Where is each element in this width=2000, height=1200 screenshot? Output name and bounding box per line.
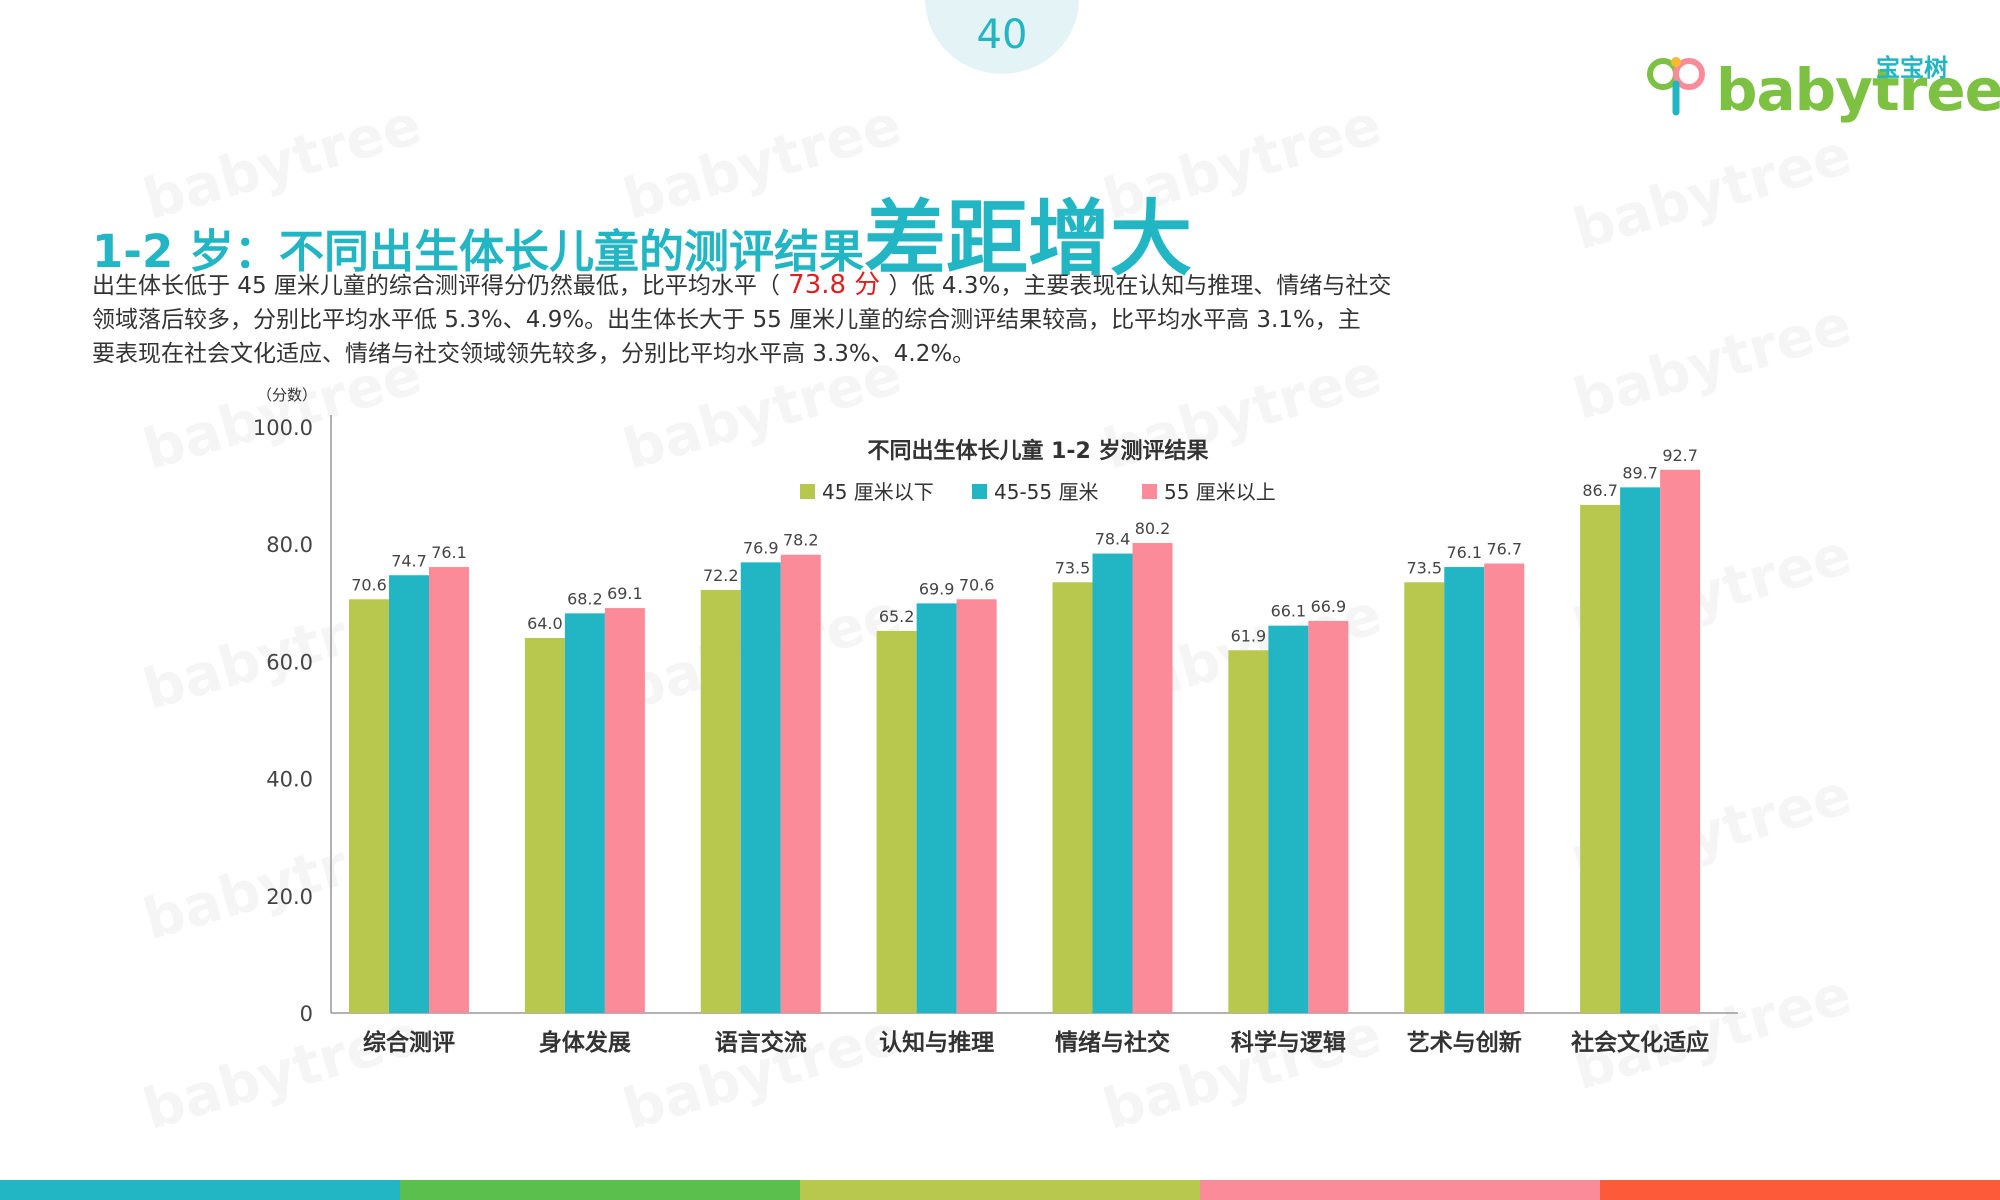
- bottom-bar-segment: [800, 1180, 1200, 1200]
- x-tick-label: 语言交流: [715, 1029, 807, 1056]
- bar-value-label: 92.7: [1662, 446, 1698, 465]
- bar: [604, 608, 645, 1013]
- y-tick-label: 80.0: [266, 533, 313, 557]
- description-line-1-end: ）低 4.3%，主要表现在认知与推理、情绪与社交: [888, 273, 1392, 299]
- bar-value-label: 76.7: [1486, 540, 1522, 559]
- bar-value-label: 66.9: [1311, 597, 1347, 616]
- legend-label: 55 厘米以上: [1164, 480, 1276, 504]
- bar: [740, 562, 781, 1013]
- bar-value-label: 72.2: [703, 566, 739, 585]
- bar-value-label: 66.1: [1271, 602, 1307, 621]
- bar: [956, 599, 997, 1013]
- bar: [1228, 650, 1269, 1013]
- bottom-color-bar: [0, 1180, 2000, 1200]
- bar-value-label: 78.4: [1095, 530, 1131, 549]
- logo-wordmark: babytree: [1716, 56, 2000, 124]
- bar-value-label: 69.1: [607, 584, 643, 603]
- bar: [389, 575, 429, 1013]
- bar: [1052, 582, 1093, 1013]
- bar-value-label: 74.7: [391, 551, 427, 570]
- y-tick-label: 100.0: [253, 416, 313, 440]
- bar: [1620, 487, 1661, 1013]
- bar: [876, 630, 917, 1013]
- bottom-bar-segment: [1200, 1180, 1600, 1200]
- description-line-2: 领域落后较多，分别比平均水平低 5.3%、4.9%。出生体长大于 55 厘米儿童…: [92, 307, 1361, 333]
- x-tick-label: 综合测评: [363, 1029, 455, 1056]
- legend-swatch: [972, 484, 987, 499]
- x-tick-label: 社会文化适应: [1571, 1029, 1709, 1056]
- bar: [1444, 567, 1485, 1013]
- page-title-emphasis: 差距增大: [863, 192, 1192, 287]
- bar: [700, 589, 741, 1013]
- bar-value-label: 64.0: [527, 614, 563, 633]
- description-line-1-start: 出生体长低于 45 厘米儿童的综合测评得分仍然最低，比平均水平（: [92, 273, 780, 299]
- y-tick-label: 20.0: [266, 885, 313, 909]
- bar-value-label: 76.9: [743, 538, 779, 557]
- x-tick-label: 艺术与创新: [1407, 1029, 1522, 1056]
- bar-value-label: 68.2: [567, 589, 603, 608]
- page-number: 40: [976, 12, 1028, 58]
- babytree-logo-icon: [1647, 57, 1705, 116]
- bar-value-label: 78.2: [783, 531, 819, 550]
- page-title: 1-2 岁：不同出生体长儿童的测评结果差距增大: [92, 172, 1192, 291]
- bar: [564, 613, 605, 1013]
- bar-value-label: 70.6: [351, 575, 387, 594]
- x-tick-label: 身体发展: [539, 1029, 631, 1056]
- bar: [1268, 625, 1309, 1013]
- bar: [429, 567, 469, 1013]
- bar: [1404, 582, 1445, 1013]
- x-tick-label: 科学与逻辑: [1231, 1029, 1346, 1056]
- bar: [1484, 563, 1525, 1013]
- bar-value-label: 73.5: [1055, 558, 1091, 577]
- bar: [916, 603, 957, 1013]
- bottom-bar-segment: [1600, 1180, 2000, 1200]
- y-tick-label: 60.0: [266, 650, 313, 674]
- bar: [1660, 469, 1701, 1013]
- bar: [349, 599, 389, 1013]
- bar-value-label: 80.2: [1135, 519, 1171, 538]
- bar: [1092, 553, 1133, 1013]
- description-line-1: 出生体长低于 45 厘米儿童的综合测评得分仍然最低，比平均水平（ 73.8 分 …: [92, 268, 1512, 303]
- bar: [1580, 504, 1621, 1013]
- bar-value-label: 73.5: [1406, 558, 1442, 577]
- chart-title: 不同出生体长儿童 1-2 岁测评结果: [867, 438, 1208, 464]
- legend-label: 45 厘米以下: [822, 480, 934, 504]
- description-paragraph: 出生体长低于 45 厘米儿童的综合测评得分仍然最低，比平均水平（ 73.8 分 …: [92, 268, 1512, 371]
- bar-value-label: 69.9: [919, 579, 955, 598]
- y-tick-label: 40.0: [266, 768, 313, 792]
- x-tick-label: 认知与推理: [879, 1029, 994, 1056]
- bottom-bar-segment: [400, 1180, 800, 1200]
- legend-swatch: [1142, 484, 1157, 499]
- average-score-highlight: 73.8 分: [779, 270, 889, 300]
- y-tick-label: 0: [300, 1002, 313, 1026]
- bar: [524, 637, 565, 1013]
- x-tick-label: 情绪与社交: [1055, 1029, 1170, 1056]
- bar-value-label: 65.2: [879, 607, 915, 626]
- legend-swatch: [800, 484, 815, 499]
- y-axis-title: （分数）: [257, 386, 317, 404]
- bar-value-label: 70.6: [959, 575, 995, 594]
- bar-value-label: 61.9: [1231, 626, 1267, 645]
- description-line-3: 要表现在社会文化适应、情绪与社交领域领先较多，分别比平均水平高 3.3%、4.2…: [92, 341, 976, 367]
- bar-value-label: 76.1: [1446, 543, 1482, 562]
- logo-chinese-name: 宝宝树: [1876, 54, 1948, 82]
- bar-value-label: 89.7: [1622, 463, 1658, 482]
- page-title-main: 1-2 岁：不同出生体长儿童的测评结果: [92, 225, 864, 278]
- bar-value-label: 86.7: [1582, 481, 1618, 500]
- legend-label: 45-55 厘米: [994, 480, 1098, 504]
- bar: [1308, 620, 1349, 1013]
- bottom-bar-segment: [0, 1180, 400, 1200]
- bar: [1132, 543, 1173, 1013]
- bar-value-label: 76.1: [431, 543, 467, 562]
- bar: [780, 554, 821, 1013]
